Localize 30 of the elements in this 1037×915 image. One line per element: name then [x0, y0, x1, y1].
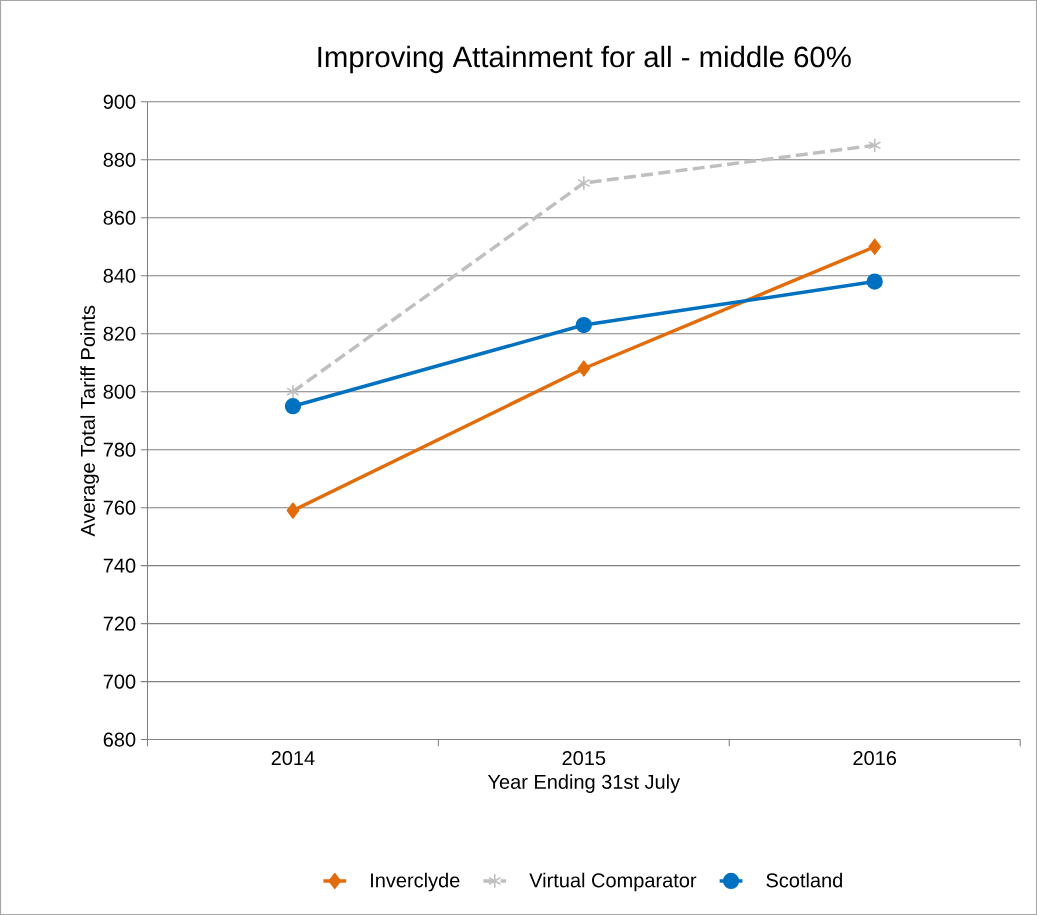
x-tick-label: 2016: [853, 750, 897, 766]
point: [284, 398, 302, 415]
y-tick-label: 680: [103, 732, 136, 747]
y-tick-label: 820: [103, 326, 136, 341]
x-tick-label: 2014: [271, 750, 315, 766]
legend-label: Virtual Comparator: [529, 872, 697, 892]
chart-title: Improving Attainment for all - middle 60%: [318, 45, 851, 74]
point: [868, 137, 882, 153]
y-tick-label: 880: [103, 152, 136, 167]
point: [577, 175, 591, 191]
y-tick-label: 800: [103, 384, 136, 399]
x-tick-label: 2015: [562, 750, 606, 766]
y-tick-label: 700: [103, 674, 136, 689]
point: [575, 316, 592, 334]
y-tick-label: 900: [103, 94, 136, 109]
y-tick-label: 780: [103, 442, 136, 457]
y-tick-label: 860: [103, 210, 136, 225]
point: [286, 502, 300, 519]
y-axis-title: Average Total Tariff Points: [80, 305, 99, 537]
legend-label: Scotland: [766, 872, 842, 888]
y-tick-label: 720: [103, 616, 136, 631]
point: [866, 273, 883, 290]
x-axis-title: Year Ending 31st July: [487, 774, 681, 793]
point: [577, 360, 591, 377]
y-tick-label: 740: [103, 558, 136, 573]
point: [868, 238, 881, 255]
point: [286, 384, 300, 400]
y-tick-label: 760: [103, 500, 136, 515]
y-tick-label: 840: [103, 268, 136, 283]
legend-label: Inverclyde: [371, 872, 460, 892]
